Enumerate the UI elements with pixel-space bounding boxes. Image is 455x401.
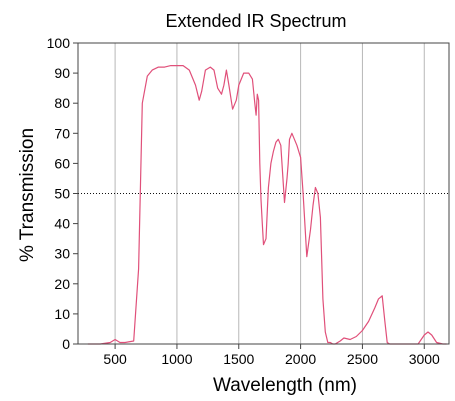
x-tick-label: 2000 [285, 351, 316, 367]
y-tick-label: 20 [54, 276, 70, 292]
y-tick-label: 60 [54, 155, 70, 171]
y-tick-label: 50 [54, 186, 70, 202]
y-tick-label: 70 [54, 125, 70, 141]
grid-lines [114, 43, 425, 344]
y-axis-label: % Transmission [17, 128, 38, 262]
y-tick-label: 90 [54, 65, 70, 81]
x-tick-label: 1500 [223, 351, 254, 367]
transmission-series-line [87, 65, 447, 345]
x-axis-label: Wavelength (nm) [213, 375, 357, 396]
x-tick-label: 2500 [347, 351, 378, 367]
y-tick-label: 100 [47, 35, 71, 51]
x-tick-label: 1000 [161, 351, 192, 367]
x-tick-label: 3000 [409, 351, 440, 367]
y-tick-label: 80 [54, 95, 70, 111]
y-tick-label: 40 [54, 216, 70, 232]
x-tick-label: 500 [103, 351, 127, 367]
y-axis-ticks: 0 10 20 30 40 50 60 70 80 90 100 [47, 35, 78, 352]
y-tick-label: 30 [54, 246, 70, 262]
y-tick-label: 0 [62, 336, 70, 352]
chart-title: Extended IR Spectrum [165, 11, 346, 31]
x-axis-ticks: 500 1000 1500 2000 2500 3000 [103, 344, 440, 367]
y-tick-label: 10 [54, 306, 70, 322]
